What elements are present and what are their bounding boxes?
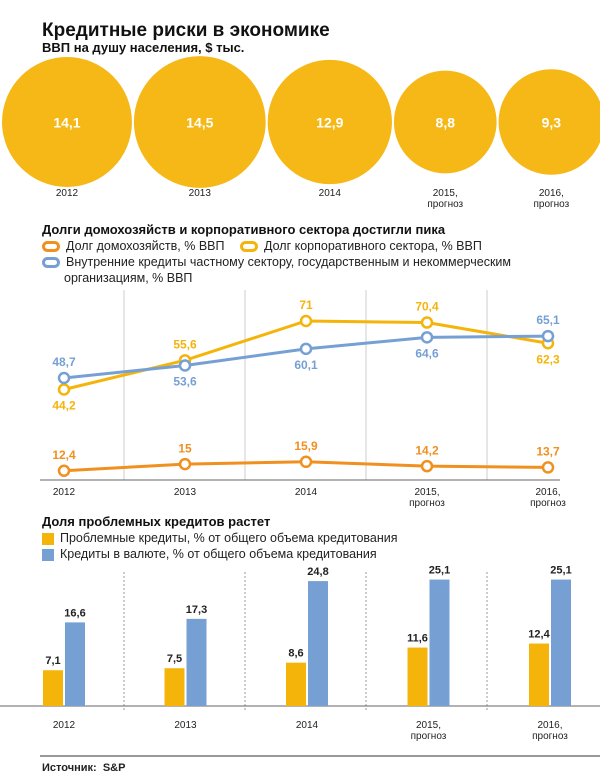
value-label: 15,9 — [294, 439, 318, 453]
point — [299, 342, 313, 356]
legend-swatch — [240, 241, 258, 253]
value-label: 53,6 — [173, 375, 197, 389]
point — [420, 316, 434, 329]
value-label: 17,3 — [186, 604, 207, 616]
line — [63, 319, 549, 391]
value-label: 7,5 — [167, 653, 182, 665]
x-tick-label: 2016, прогноз — [533, 188, 570, 210]
x-tick-label: 2012 — [52, 487, 76, 498]
bar — [308, 581, 328, 706]
subtitle: ВВП на душу населения, $ тыс. — [42, 40, 245, 55]
legend-label: Долг корпоративного сектора, % ВВП — [264, 239, 482, 253]
bar — [529, 643, 549, 706]
point — [420, 331, 434, 344]
bar — [551, 579, 571, 706]
legend-label: Кредиты в валюте, % от общего объема кре… — [60, 547, 377, 561]
bubble — [393, 70, 497, 174]
value-label: 8,8 — [436, 115, 456, 131]
x-tick-label: 2015, прогноз — [410, 720, 447, 742]
legend-entry: Долг домохозяйств, % ВВП — [42, 238, 402, 254]
legend-entry: Долг корпоративного сектора, % ВВП — [240, 238, 600, 254]
legend-label: Долг домохозяйств, % ВВП — [66, 239, 225, 253]
x-tick-label: 2012 — [52, 720, 76, 731]
x-tick-label: 2015, прогноз — [409, 487, 445, 509]
value-label: 15 — [178, 441, 192, 455]
x-tick-label: 2013 — [188, 188, 211, 199]
bar — [43, 670, 63, 706]
value-label: 14,5 — [186, 115, 213, 131]
bar — [429, 579, 450, 706]
x-tick-label: 2016, прогноз — [530, 487, 566, 509]
point — [541, 461, 555, 474]
x-tick-label: 2013 — [174, 720, 197, 731]
source: S&P — [102, 762, 126, 774]
point — [178, 457, 192, 471]
point — [178, 359, 192, 372]
value-label: 65,1 — [536, 313, 560, 327]
value-label: 64,6 — [415, 347, 439, 361]
value-label: 24,8 — [307, 566, 328, 578]
bar — [186, 618, 207, 706]
bar — [65, 622, 85, 706]
value-label: 14,2 — [415, 443, 439, 457]
legend-swatch — [42, 257, 60, 269]
x-tick-label: 2014 — [294, 487, 318, 498]
legend-swatch — [42, 241, 60, 253]
point — [541, 329, 555, 343]
bubble — [2, 57, 132, 187]
value-label: 13,7 — [536, 445, 560, 459]
point — [57, 383, 71, 396]
value-label: 62,3 — [536, 352, 560, 366]
chart-title: Долги домохозяйств и корпоративного сект… — [42, 222, 446, 237]
bubble — [267, 59, 392, 185]
value-label: 25,1 — [429, 564, 450, 576]
value-label: 16,6 — [64, 607, 85, 619]
title: Кредитные риски в экономике — [42, 20, 330, 41]
x-tick-label: 2012 — [55, 188, 79, 199]
bar — [164, 668, 185, 706]
value-label: 8,6 — [288, 648, 303, 660]
x-tick-label: 2014 — [318, 188, 341, 199]
value-label: 55,6 — [173, 338, 197, 352]
legend-swatch — [42, 548, 54, 561]
legend-entry: Внутренние кредиты частному сектору, гос… — [42, 254, 534, 286]
bar — [286, 662, 306, 706]
chart-title: Доля проблемных кредитов растет — [42, 514, 271, 529]
footer: Источник: S&P — [42, 762, 125, 774]
point — [299, 314, 313, 328]
value-label: 9,3 — [542, 115, 562, 131]
legend-swatch — [42, 532, 54, 545]
value-label: 44,2 — [52, 399, 76, 413]
x-tick-label: 2016, прогноз — [532, 720, 568, 742]
value-label: 11,6 — [407, 632, 428, 644]
value-label: 48,7 — [52, 355, 76, 369]
point — [57, 371, 71, 385]
point — [420, 459, 434, 473]
point — [299, 455, 313, 469]
value-label: 7,1 — [45, 655, 60, 667]
value-label: 12,4 — [52, 448, 76, 462]
value-label: 14,1 — [53, 115, 80, 131]
point — [57, 464, 71, 478]
legend-entry: Кредиты в валюте, % от общего объема кре… — [42, 546, 402, 562]
x-tick-label: 2013 — [173, 487, 197, 498]
bubble — [498, 69, 600, 175]
bubble — [133, 56, 266, 188]
value-label: 12,9 — [316, 115, 343, 131]
source-label: Источник: — [42, 762, 97, 774]
bar — [407, 647, 428, 706]
x-tick-label: 2014 — [295, 720, 319, 731]
legend-label: Проблемные кредиты, % от общего объема к… — [60, 531, 398, 545]
value-label: 70,4 — [415, 300, 439, 314]
value-label: 71 — [299, 298, 313, 312]
x-tick-label: 2015, прогноз — [427, 188, 464, 210]
value-label: 60,1 — [294, 358, 318, 372]
value-label: 25,1 — [550, 564, 571, 576]
value-label: 12,4 — [528, 628, 550, 640]
legend-entry: Проблемные кредиты, % от общего объема к… — [42, 530, 402, 546]
legend-label: Внутренние кредиты частному сектору, гос… — [64, 255, 511, 285]
